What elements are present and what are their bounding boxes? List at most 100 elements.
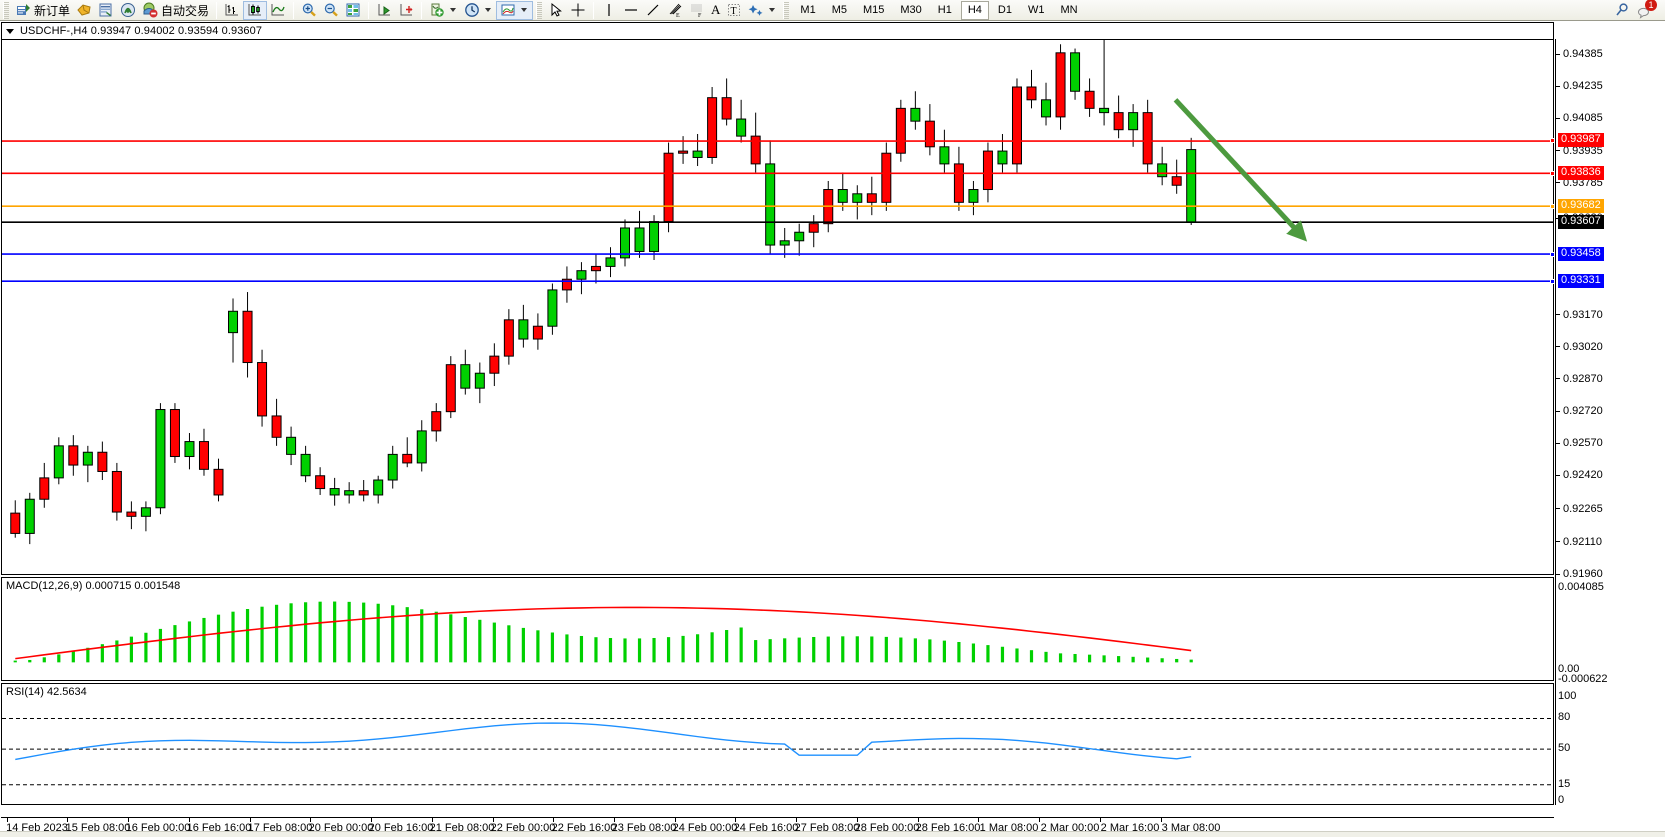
timeframe-mn[interactable]: MN bbox=[1060, 3, 1078, 16]
chart-menu-chevron-down-icon[interactable] bbox=[6, 28, 14, 34]
timeframe-h4[interactable]: H4 bbox=[960, 0, 989, 20]
price-level-label[interactable]: 0.93987 bbox=[1558, 133, 1604, 148]
period-button[interactable] bbox=[461, 1, 496, 20]
price-tick-label: 0.94235 bbox=[1556, 80, 1603, 92]
cursor-button[interactable] bbox=[545, 1, 567, 20]
timeframe-h1[interactable]: H1 bbox=[937, 3, 952, 16]
candle bbox=[794, 231, 805, 242]
search-button[interactable] bbox=[1611, 1, 1633, 20]
price-level-label[interactable]: 0.93607 bbox=[1558, 214, 1604, 229]
macd-histogram-bar bbox=[100, 644, 104, 663]
text-button[interactable]: A bbox=[708, 1, 723, 20]
timeframe-m15[interactable]: M15 bbox=[862, 3, 885, 16]
candle bbox=[140, 507, 151, 517]
time-tick-mark bbox=[189, 818, 190, 822]
chart-window: USDCHF-,H4 0.93947 0.94002 0.93594 0.936… bbox=[0, 21, 1665, 837]
chevron-down-icon[interactable] bbox=[769, 8, 776, 12]
candle bbox=[721, 97, 732, 120]
price-tick-label: 0.93935 bbox=[1556, 145, 1603, 157]
chart-shift-button[interactable] bbox=[395, 1, 417, 20]
channel-icon: F bbox=[691, 4, 703, 18]
macd-histogram-bar bbox=[1000, 646, 1005, 663]
timeframe-m1[interactable]: M1 bbox=[800, 3, 816, 16]
notifications-button[interactable]: 1 bbox=[1633, 0, 1659, 20]
line-chart-button[interactable] bbox=[267, 1, 289, 20]
timeframe-d1[interactable]: D1 bbox=[997, 3, 1012, 16]
macd-histogram-bar bbox=[594, 637, 598, 663]
price-level-handle[interactable] bbox=[1550, 203, 1555, 209]
candlestick-chart-icon bbox=[248, 4, 262, 16]
toolbar-separator bbox=[368, 1, 370, 19]
timeframe-m30[interactable]: M30 bbox=[900, 3, 922, 16]
price-level-label[interactable]: 0.93331 bbox=[1558, 274, 1604, 289]
rsi-tick-label: 100 bbox=[1558, 690, 1577, 703]
rsi-tick-label: 0 bbox=[1558, 794, 1565, 806]
fibonacci-button[interactable]: E bbox=[664, 1, 686, 20]
macd-histogram-bar bbox=[362, 602, 366, 663]
new-order-button[interactable]: 新订单 bbox=[12, 1, 73, 20]
shapes-button[interactable] bbox=[745, 1, 780, 20]
time-tick-mark bbox=[857, 818, 858, 822]
templates-button[interactable] bbox=[496, 0, 534, 20]
timeframe-m5[interactable]: M5 bbox=[831, 3, 847, 16]
macd-histogram-bar bbox=[623, 638, 627, 663]
horizontal-line-button[interactable] bbox=[620, 1, 642, 20]
chevron-down-icon[interactable] bbox=[485, 8, 492, 12]
price-level-handle[interactable] bbox=[1550, 170, 1555, 176]
time-tick-mark bbox=[614, 818, 615, 822]
price-tick-label: 0.92110 bbox=[1556, 536, 1602, 548]
price-scale[interactable]: 0.943850.942350.940850.939350.937850.936… bbox=[1550, 39, 1665, 806]
rsi-label: RSI(14) 42.5634 bbox=[6, 686, 87, 698]
time-tick-mark bbox=[675, 818, 676, 822]
price-level-handle[interactable] bbox=[1550, 138, 1555, 144]
zoom-out-button[interactable] bbox=[320, 1, 342, 20]
candlestick-chart-button[interactable] bbox=[243, 0, 268, 20]
macd-canvas bbox=[13, 601, 1193, 663]
price-level-label[interactable]: 0.93682 bbox=[1558, 198, 1604, 213]
expert-advisors-button[interactable] bbox=[73, 1, 95, 20]
price-level-handle[interactable] bbox=[1550, 279, 1555, 285]
price-level-handle[interactable] bbox=[1550, 251, 1555, 257]
candle bbox=[779, 240, 790, 246]
data-window-button[interactable] bbox=[95, 1, 117, 20]
macd-histogram-bar bbox=[187, 621, 192, 663]
chart-symbol-ohlc-label: USDCHF-,H4 0.93947 0.94002 0.93594 0.936… bbox=[20, 25, 263, 37]
bar-chart-button[interactable] bbox=[221, 1, 243, 20]
toolbar-grip[interactable] bbox=[783, 1, 790, 19]
timeframe-w1[interactable]: W1 bbox=[1027, 3, 1045, 16]
candle bbox=[489, 355, 500, 374]
candle bbox=[300, 453, 311, 477]
candle bbox=[1011, 86, 1022, 165]
price-level-label[interactable]: 0.93458 bbox=[1558, 246, 1604, 261]
macd-histogram-bar bbox=[899, 637, 903, 663]
price-chart-pane[interactable] bbox=[1, 39, 1554, 575]
candle bbox=[257, 362, 268, 417]
toolbar-grip[interactable] bbox=[536, 1, 543, 19]
rsi-indicator-pane[interactable]: RSI(14) 42.5634 bbox=[1, 683, 1554, 805]
time-tick-mark bbox=[250, 818, 251, 822]
auto-scroll-icon bbox=[378, 4, 391, 16]
candle bbox=[1055, 52, 1066, 118]
trendline-button[interactable] bbox=[642, 1, 664, 20]
grid-button[interactable] bbox=[342, 1, 364, 20]
macd-indicator-pane[interactable]: MACD(12,26,9) 0.000715 0.001548 bbox=[1, 577, 1554, 681]
candle bbox=[576, 270, 587, 280]
vertical-line-button[interactable] bbox=[598, 1, 620, 20]
auto-scroll-button[interactable] bbox=[373, 1, 395, 20]
toolbar-grip[interactable] bbox=[3, 1, 9, 19]
channel-button[interactable]: F bbox=[686, 1, 708, 20]
indicators-button[interactable] bbox=[426, 1, 461, 20]
macd-label: MACD(12,26,9) 0.000715 0.001548 bbox=[6, 580, 181, 592]
signals-button[interactable] bbox=[117, 1, 139, 20]
zoom-in-button[interactable] bbox=[298, 1, 320, 20]
auto-trading-button[interactable]: 自动交易 bbox=[139, 1, 212, 20]
chevron-down-icon[interactable] bbox=[450, 8, 457, 12]
macd-histogram-bar bbox=[492, 622, 496, 663]
time-tick-mark bbox=[432, 818, 433, 822]
chevron-down-icon[interactable] bbox=[521, 8, 528, 12]
macd-histogram-bar bbox=[405, 607, 409, 663]
candle bbox=[866, 193, 877, 203]
price-level-label[interactable]: 0.93836 bbox=[1558, 165, 1604, 180]
crosshair-button[interactable] bbox=[567, 1, 589, 20]
text-label-button[interactable]: T bbox=[723, 1, 745, 20]
